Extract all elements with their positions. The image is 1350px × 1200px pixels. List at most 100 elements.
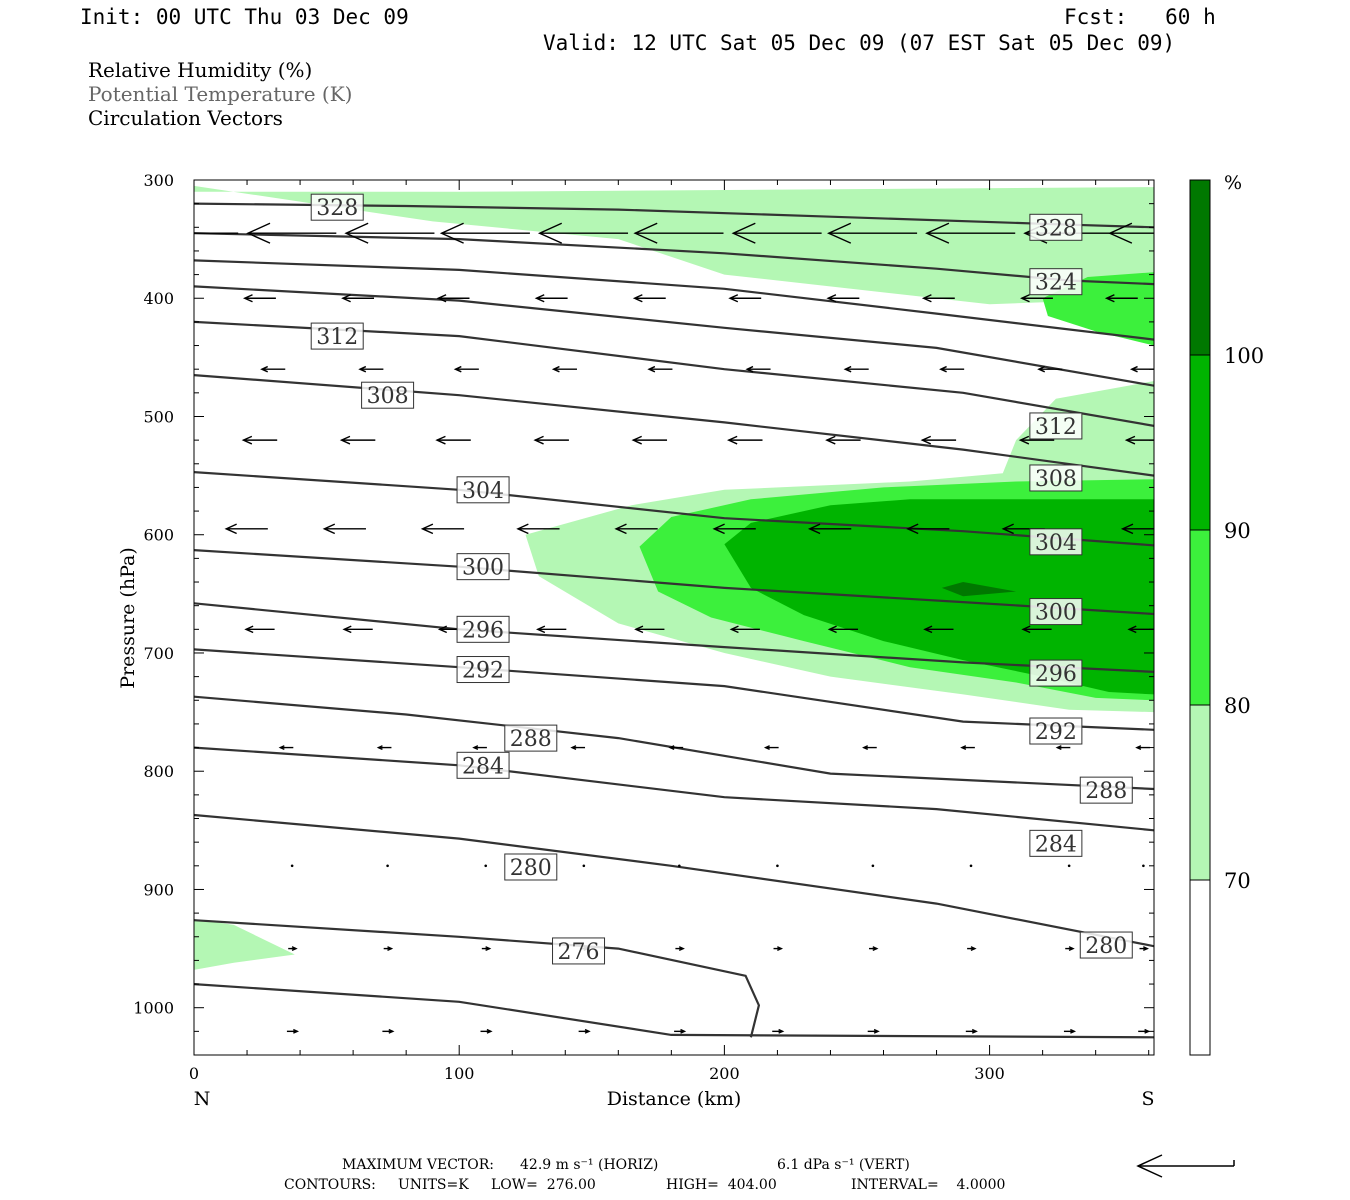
- vector-8-0: [288, 946, 298, 952]
- vector-5-3: [536, 625, 567, 634]
- vector-6-3: [570, 745, 586, 751]
- vector-8-6: [868, 946, 879, 952]
- contour-label-box-312-0: [310, 322, 364, 350]
- contour-label-304-1: 304: [1035, 531, 1077, 556]
- vector-2-3: [551, 365, 577, 373]
- theta-contour-312: [194, 320, 1154, 427]
- vector-8-8: [1065, 946, 1075, 952]
- vector-3-7: [920, 435, 957, 445]
- vector-5-0: [244, 625, 275, 634]
- contour-label-box-296-0: [456, 615, 510, 643]
- init-time: Init: 00 UTC Thu 03 Dec 09: [80, 5, 409, 29]
- vector-5-4: [634, 625, 665, 634]
- vector-9-1: [382, 1028, 395, 1034]
- contour-label-box-280-0: [504, 853, 558, 881]
- contour-label-box-328-1: [1029, 213, 1083, 241]
- contour-label-box-324-0: [1029, 268, 1083, 296]
- contour-label-box-312-1: [1029, 412, 1083, 440]
- vector-6-1: [376, 745, 392, 751]
- vector-6-5: [763, 745, 779, 751]
- vector-7-5: [776, 864, 779, 868]
- vector-8-5: [773, 946, 784, 952]
- contour-units: UNITS=K: [398, 1177, 469, 1193]
- vector-7-9: [1142, 864, 1145, 868]
- contour-label-292-0: 292: [462, 659, 504, 684]
- contour-label-280-0: 280: [510, 856, 552, 881]
- contour-label-284-1: 284: [1035, 832, 1077, 857]
- colorbar-segment-2: [1190, 530, 1210, 705]
- x-tick-label-100: 100: [444, 1064, 475, 1083]
- vector-2-0: [260, 365, 286, 373]
- vector-6-0: [278, 745, 294, 751]
- contour-label-296-1: 296: [1035, 662, 1077, 687]
- field-vectors-label: Circulation Vectors: [88, 106, 283, 130]
- vector-6-9: [1135, 745, 1150, 751]
- contour-label-312-1: 312: [1035, 415, 1077, 440]
- colorbar: 70 80 90 100: [1189, 179, 1264, 1056]
- vector-1-9: [1104, 294, 1138, 303]
- contour-label-box-288-1: [1079, 776, 1133, 804]
- colorbar-label-80: 80: [1224, 694, 1251, 718]
- vector-1-4: [632, 294, 666, 303]
- colorbar-label-90: 90: [1224, 519, 1251, 543]
- vector-8-7: [967, 946, 977, 952]
- vector-3-4: [631, 435, 668, 445]
- contour-label-box-304-0: [456, 476, 510, 504]
- theta-contour-304: [194, 471, 1154, 547]
- vector-4-4: [614, 523, 658, 535]
- y-tick-label-1000: 1000: [133, 999, 174, 1018]
- contour-label-312-0: 312: [316, 325, 358, 350]
- vector-9-7: [965, 1028, 978, 1034]
- theta-contour-276: [194, 919, 761, 1038]
- colorbar-segment-0: [1190, 880, 1210, 1055]
- vector-9-0: [286, 1028, 300, 1034]
- theta-contour-layer: [194, 202, 1154, 1039]
- vector-6-6: [862, 745, 877, 751]
- vector-9-6: [867, 1028, 880, 1034]
- x-tick-label-0: 0: [189, 1064, 199, 1083]
- vector-0-7: [826, 222, 918, 244]
- vector-2-8: [1037, 365, 1063, 373]
- contour-label-box-300-0: [456, 553, 510, 581]
- vector-0-5: [633, 222, 724, 244]
- contour-label-296-0: 296: [462, 618, 504, 643]
- theta-contour-272: [194, 983, 1154, 1039]
- max-vector-horiz: 42.9 m s⁻¹ (HORIZ): [520, 1157, 659, 1173]
- contour-label-box-292-1: [1029, 717, 1083, 745]
- theta-contour-324: [194, 232, 1154, 286]
- theta-contour-284: [194, 746, 1154, 832]
- y-tick-label-300: 300: [143, 171, 174, 190]
- vector-5-7: [923, 625, 954, 634]
- vector-9-5: [772, 1028, 785, 1034]
- plot-frame: [193, 179, 1155, 1056]
- vector-3-1: [339, 435, 376, 445]
- contour-label-box-284-0: [456, 751, 510, 779]
- rh-fill-layer: [194, 185, 1154, 970]
- rh-region-100-6: [941, 582, 1017, 597]
- vector-2-6: [843, 365, 869, 373]
- vector-0-0: [194, 232, 239, 234]
- vector-6-4: [668, 745, 684, 751]
- contour-label-box-296-1: [1029, 659, 1083, 687]
- y-tick-label-500: 500: [143, 407, 174, 426]
- vector-8-9: [1139, 946, 1149, 952]
- theta-contour-296: [194, 602, 1154, 673]
- vector-0-8: [925, 222, 1016, 244]
- colorbar-segment-1: [1190, 705, 1210, 880]
- vector-5-5: [729, 625, 760, 634]
- y-tick-label-700: 700: [143, 644, 174, 663]
- vector-3-6: [825, 435, 861, 445]
- vector-0-1: [246, 222, 337, 244]
- vector-3-9: [1124, 435, 1154, 445]
- vector-9-8: [1063, 1028, 1077, 1034]
- contour-interval: INTERVAL= 4.0000: [851, 1177, 1006, 1193]
- colorbar-segment-3: [1190, 355, 1210, 530]
- rh-region-70-2: [194, 919, 295, 970]
- vector-3-8: [1018, 435, 1055, 445]
- vector-0-2: [344, 222, 435, 244]
- vector-7-8: [1067, 864, 1071, 868]
- vector-9-3: [578, 1028, 591, 1034]
- contour-label-292-1: 292: [1035, 720, 1077, 745]
- contour-label-324-0: 324: [1035, 271, 1077, 296]
- contour-label-box-288-0: [504, 724, 558, 752]
